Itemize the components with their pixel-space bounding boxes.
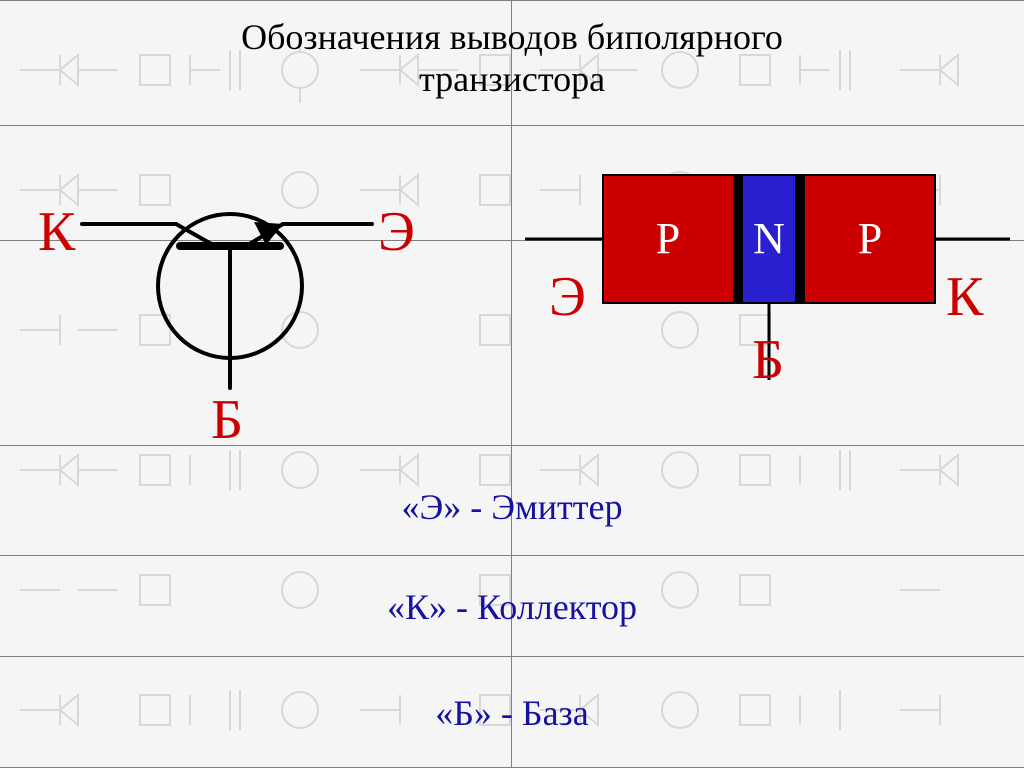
symbol-collector-label: К bbox=[38, 200, 75, 264]
bg-schematic bbox=[0, 0, 1024, 768]
block-base-label: Б bbox=[752, 328, 784, 392]
legend-emitter: «Э» - Эмиттер bbox=[0, 486, 1024, 528]
symbol-base-label: Б bbox=[211, 388, 243, 452]
background bbox=[0, 0, 1024, 768]
symbol-emitter-label: Э bbox=[378, 200, 415, 264]
stage: Обозначения выводов биполярного транзист… bbox=[0, 0, 1024, 768]
legend-collector: «К» - Коллектор bbox=[0, 586, 1024, 628]
block-emitter-label: Э bbox=[549, 265, 586, 329]
title-line1: Обозначения выводов биполярного bbox=[0, 16, 1024, 58]
legend-base: «Б» - База bbox=[0, 692, 1024, 734]
title-line2: транзистора bbox=[0, 58, 1024, 100]
block-collector-label: К bbox=[946, 265, 983, 329]
page-title: Обозначения выводов биполярного транзист… bbox=[0, 16, 1024, 100]
